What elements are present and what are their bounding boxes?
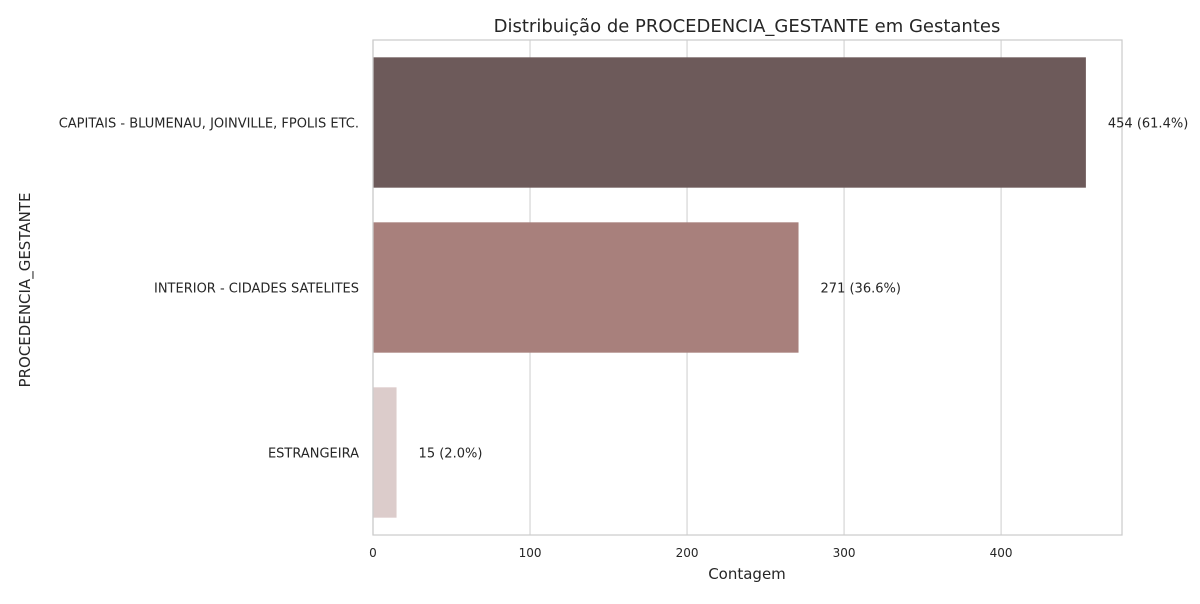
y-category-label: INTERIOR - CIDADES SATELITES xyxy=(154,282,359,297)
x-axis-ticks: 0 100 200 300 400 xyxy=(369,546,1012,560)
bar-value-label: 15 (2.0%) xyxy=(419,447,483,462)
bar xyxy=(373,387,397,518)
x-tick-label: 300 xyxy=(833,546,856,560)
data-labels: 454 (61.4%) 271 (36.6%) 15 (2.0%) xyxy=(419,117,1189,462)
bar-value-label: 454 (61.4%) xyxy=(1108,117,1188,132)
bar-value-label: 271 (36.6%) xyxy=(821,282,901,297)
y-axis-categories: CAPITAIS - BLUMENAU, JOINVILLE, FPOLIS E… xyxy=(59,117,359,462)
plot-frame xyxy=(372,39,1123,536)
x-tick-label: 200 xyxy=(676,546,699,560)
y-category-label: CAPITAIS - BLUMENAU, JOINVILLE, FPOLIS E… xyxy=(59,117,359,132)
x-axis-label: Contagem xyxy=(708,565,786,583)
x-tick-label: 400 xyxy=(990,546,1013,560)
chart-title: Distribuição de PROCEDENCIA_GESTANTE em … xyxy=(494,16,1001,37)
y-axis-label: PROCEDENCIA_GESTANTE xyxy=(16,193,35,388)
x-tick-label: 0 xyxy=(369,546,377,560)
bar xyxy=(373,222,799,353)
bars xyxy=(373,57,1086,518)
bar xyxy=(373,57,1086,188)
x-tick-label: 100 xyxy=(519,546,542,560)
y-category-label: ESTRANGEIRA xyxy=(268,447,359,462)
